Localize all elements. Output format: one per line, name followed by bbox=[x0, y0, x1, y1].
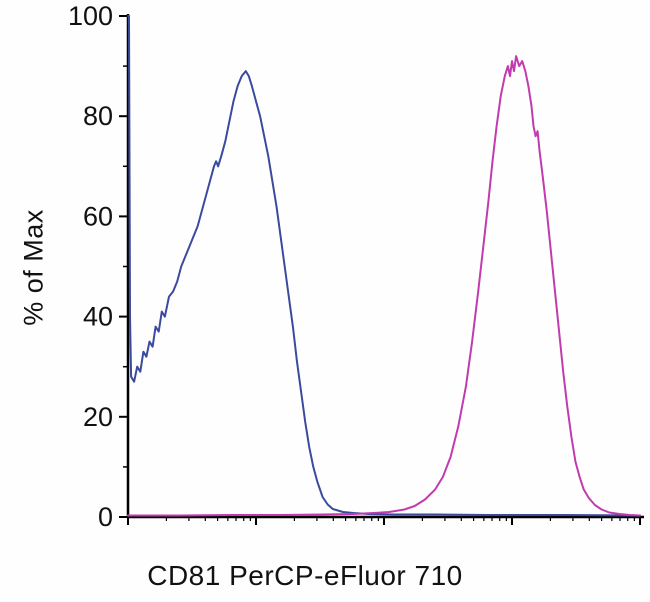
y-tick-label: 60 bbox=[83, 201, 113, 231]
y-tick-label: 80 bbox=[83, 101, 113, 131]
curve-negative-control-blue bbox=[127, 15, 641, 517]
x-axis-title: CD81 PerCP-eFluor 710 bbox=[147, 560, 463, 591]
y-tick-label: 0 bbox=[98, 502, 113, 532]
y-tick-label: 20 bbox=[83, 402, 113, 432]
axes bbox=[126, 14, 644, 519]
curve-cd81-percp-efluor710-magenta bbox=[127, 55, 641, 517]
y-axis-title: % of Max bbox=[18, 209, 49, 326]
tick-marks bbox=[119, 15, 641, 525]
y-tick-labels: 0 20 40 60 80 100 bbox=[68, 1, 113, 532]
histogram-curves bbox=[127, 15, 641, 517]
y-tick-label: 40 bbox=[83, 302, 113, 332]
y-tick-label: 100 bbox=[68, 1, 113, 31]
